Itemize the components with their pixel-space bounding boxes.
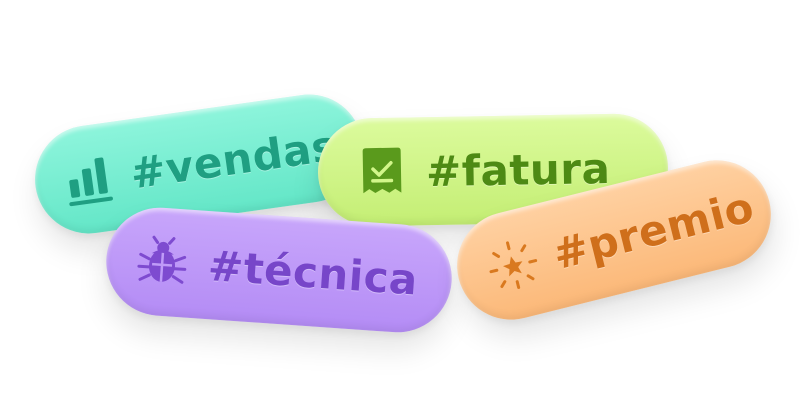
tag-premio[interactable]: #premio <box>445 148 783 332</box>
bar-chart-icon <box>57 148 120 211</box>
tag-label: #premio <box>547 181 759 279</box>
bug-icon <box>132 232 192 292</box>
tag-label: #fatura <box>425 143 611 196</box>
tag-label: #vendas <box>127 120 340 198</box>
tag-label: #técnica <box>206 240 420 305</box>
tag-fatura[interactable]: #fatura <box>317 112 669 228</box>
tag-tecnica[interactable]: #técnica <box>102 204 456 336</box>
receipt-icon <box>354 143 411 200</box>
star-burst-icon <box>479 231 547 299</box>
tag-vendas[interactable]: #vendas <box>28 87 370 241</box>
